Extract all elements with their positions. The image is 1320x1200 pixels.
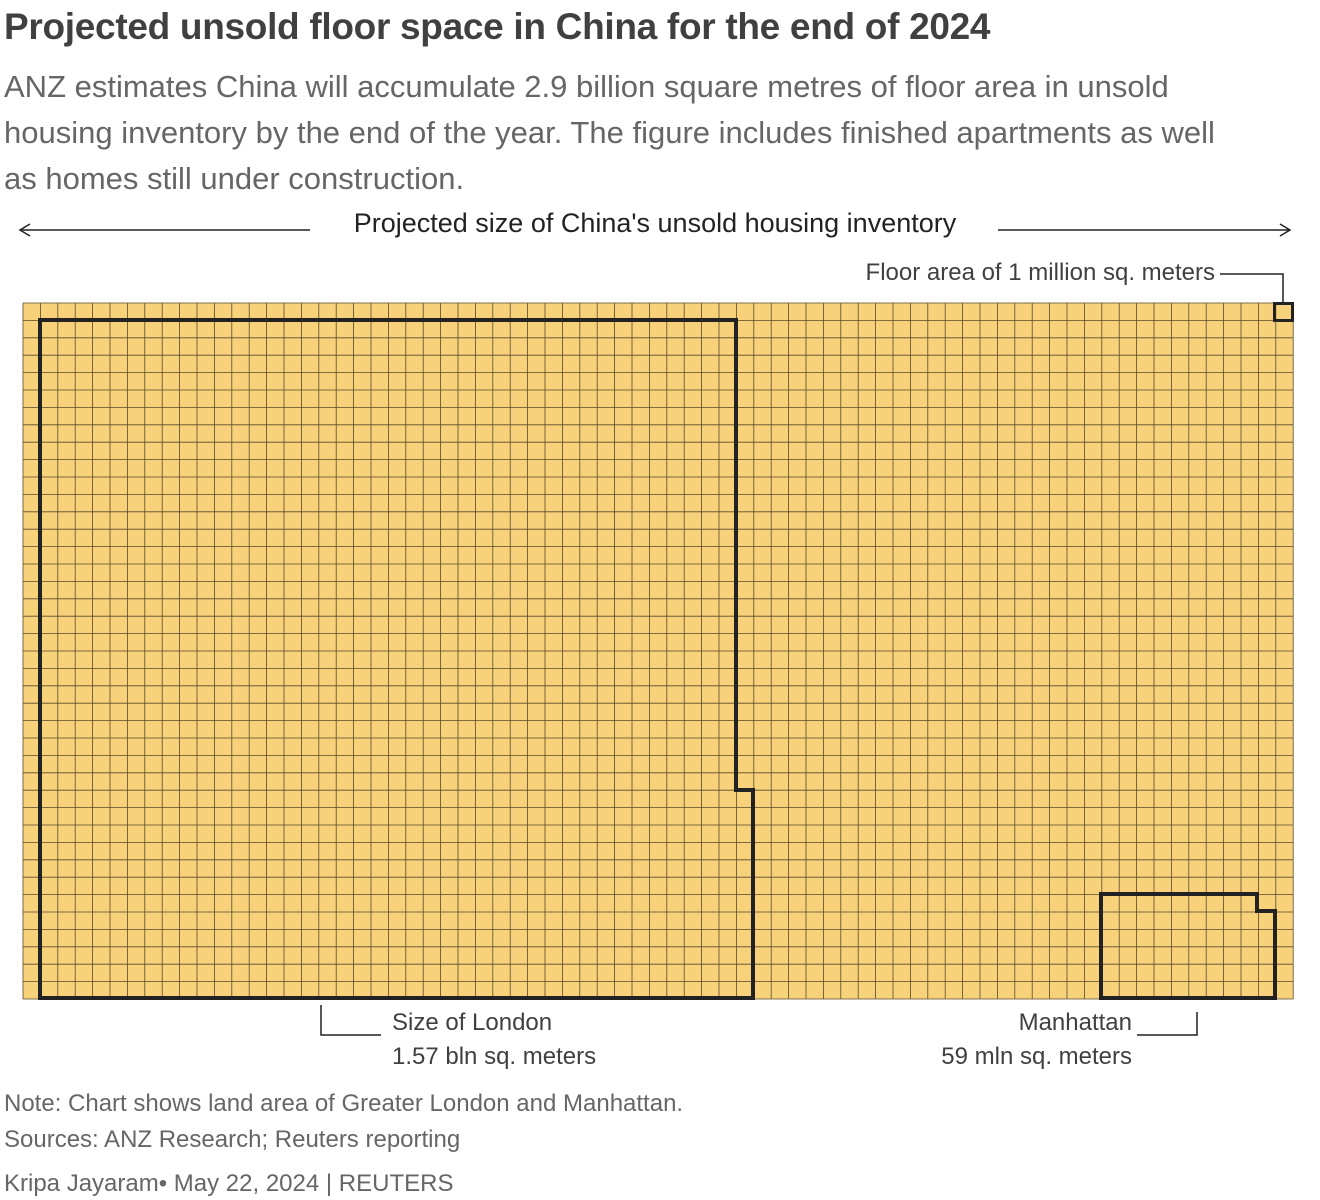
- manhattan-label: Manhattan: [1018, 1009, 1132, 1036]
- london-leader: [320, 1005, 381, 1036]
- chart-subtitle: ANZ estimates China will accumulate 2.9 …: [4, 64, 1304, 202]
- unit-cell-marker: [1273, 302, 1294, 322]
- footer-sources: Sources: ANZ Research; Reuters reporting: [4, 1126, 461, 1153]
- region-outlines: [38, 302, 1294, 1000]
- footer-credit: Kripa Jayaram• May 22, 2024 | REUTERS: [4, 1170, 454, 1197]
- london-value: 1.57 bln sq. meters: [392, 1043, 597, 1070]
- manhattan-leader: [1137, 1012, 1198, 1036]
- subtitle-line: ANZ estimates China will accumulate 2.9 …: [4, 69, 1169, 104]
- span-label: Projected size of China's unsold housing…: [0, 208, 1310, 239]
- grid-lines: [22, 302, 1294, 1000]
- span-arrow: [18, 223, 1292, 237]
- manhattan-callout: Manhattan 59 mln sq. meters: [941, 1006, 1132, 1074]
- waffle-grid: [22, 302, 1294, 1000]
- chart-title: Projected unsold floor space in China fo…: [4, 6, 991, 47]
- london-outline: [38, 318, 755, 1000]
- london-label: Size of London: [392, 1009, 553, 1036]
- manhattan-value: 59 mln sq. meters: [941, 1043, 1132, 1070]
- unit-leader: [1220, 273, 1284, 303]
- subtitle-line: housing inventory by the end of the year…: [4, 115, 1215, 150]
- london-callout: Size of London 1.57 bln sq. meters: [392, 1006, 596, 1074]
- footer-note: Note: Chart shows land area of Greater L…: [4, 1090, 684, 1117]
- manhattan-outline: [1099, 892, 1277, 1000]
- unit-label: Floor area of 1 million sq. meters: [865, 259, 1215, 286]
- callout-leaders: [320, 273, 1284, 1036]
- subtitle-line: as homes still under construction.: [4, 161, 465, 196]
